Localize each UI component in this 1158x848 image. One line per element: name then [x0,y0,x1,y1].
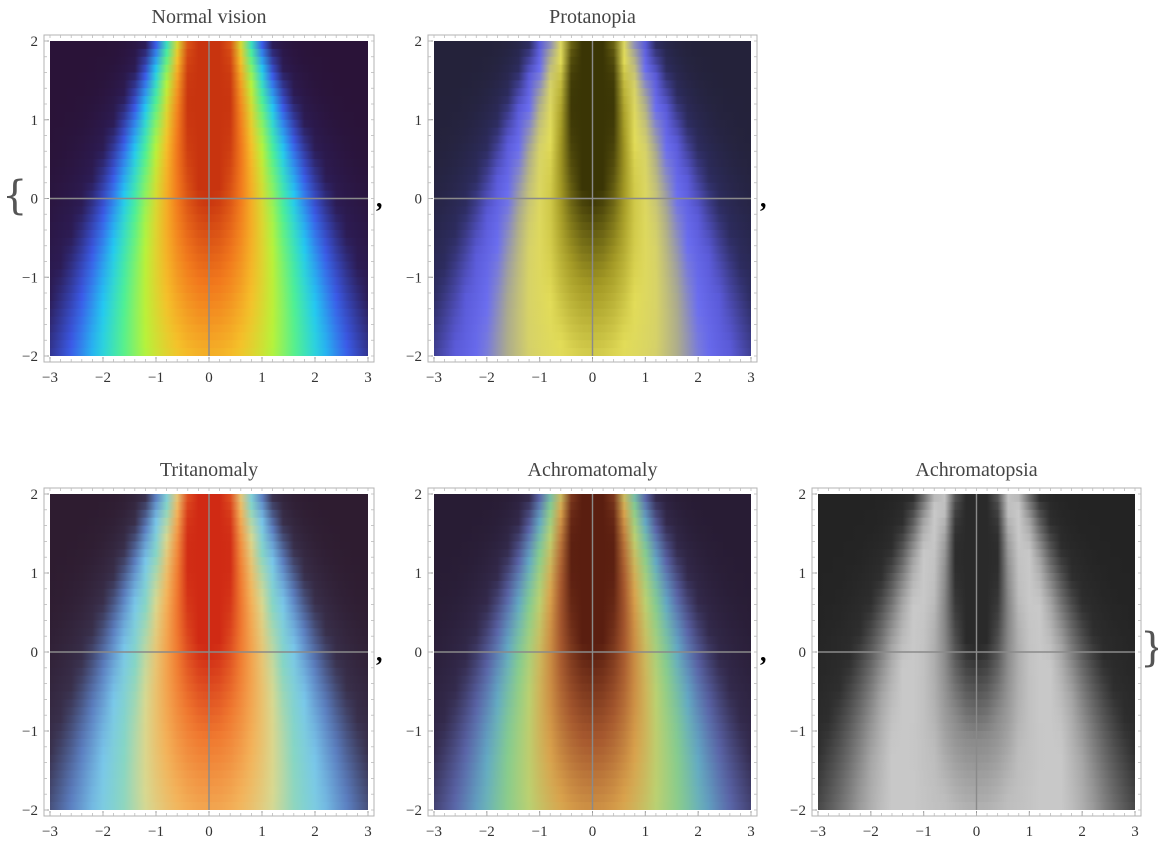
x-tick-label: −1 [532,370,548,386]
y-tick-label: −2 [22,803,38,819]
x-tick-label: 2 [694,824,702,840]
y-tick-label: −2 [406,349,422,365]
separator-comma: , [376,638,383,667]
y-tick-label: 0 [415,192,423,208]
x-tick-label: 3 [364,824,372,840]
separator-comma: , [760,638,767,667]
y-tick-label: −1 [22,270,38,286]
x-tick-label: −3 [426,370,442,386]
x-tick-label: −2 [863,824,879,840]
x-tick-label: 0 [205,370,213,386]
x-tick-label: −2 [95,824,111,840]
x-tick-label: −3 [42,370,58,386]
x-tick-label: 0 [205,824,213,840]
separator-comma: , [760,184,767,213]
x-tick-label: 2 [311,370,319,386]
y-tick-label: 0 [31,645,39,661]
y-tick-label: 2 [31,487,39,503]
y-tick-label: 0 [415,645,423,661]
chart-title: Tritanomaly [160,459,258,481]
y-tick-label: 0 [31,192,39,208]
x-tick-label: 0 [589,824,597,840]
x-tick-label: 1 [642,370,650,386]
chart-title: Achromatomaly [528,459,658,481]
x-tick-label: 2 [311,824,319,840]
x-tick-label: −2 [95,370,111,386]
y-tick-label: 1 [799,566,807,582]
x-tick-label: 1 [1026,824,1034,840]
y-tick-label: −1 [406,724,422,740]
x-tick-label: −1 [532,824,548,840]
x-tick-label: −2 [479,824,495,840]
y-tick-label: 1 [415,113,423,129]
x-tick-label: −3 [42,824,58,840]
x-tick-label: 3 [364,370,372,386]
open-brace: { [2,173,28,219]
x-tick-label: −3 [426,824,442,840]
x-tick-label: 1 [258,370,266,386]
x-tick-label: 0 [973,824,981,840]
y-tick-label: 2 [415,487,423,503]
y-tick-label: −2 [22,349,38,365]
y-tick-label: 2 [415,34,423,50]
x-tick-label: 1 [258,824,266,840]
y-tick-label: 1 [415,566,423,582]
x-tick-label: 2 [694,370,702,386]
y-tick-label: 2 [799,487,807,503]
y-tick-label: 2 [31,34,39,50]
close-brace: } [1140,628,1158,668]
x-tick-label: 2 [1078,824,1086,840]
x-tick-label: 0 [589,370,597,386]
y-tick-label: −2 [790,803,806,819]
x-tick-label: −2 [479,370,495,386]
separator-comma: , [376,184,383,213]
y-tick-label: −1 [406,270,422,286]
x-tick-label: 3 [1131,824,1139,840]
y-tick-label: 1 [31,113,39,129]
y-tick-label: 1 [31,566,39,582]
x-tick-label: −1 [148,824,164,840]
chart-title: Normal vision [152,6,267,28]
x-tick-label: 3 [747,824,755,840]
x-tick-label: 1 [642,824,650,840]
x-tick-label: −1 [148,370,164,386]
y-tick-label: 0 [799,645,807,661]
x-tick-label: 3 [747,370,755,386]
chart-title: Protanopia [549,6,636,28]
y-tick-label: −1 [22,724,38,740]
x-tick-label: −1 [916,824,932,840]
chart-title: Achromatopsia [915,459,1037,481]
y-tick-label: −1 [790,724,806,740]
y-tick-label: −2 [406,803,422,819]
x-tick-label: −3 [810,824,826,840]
